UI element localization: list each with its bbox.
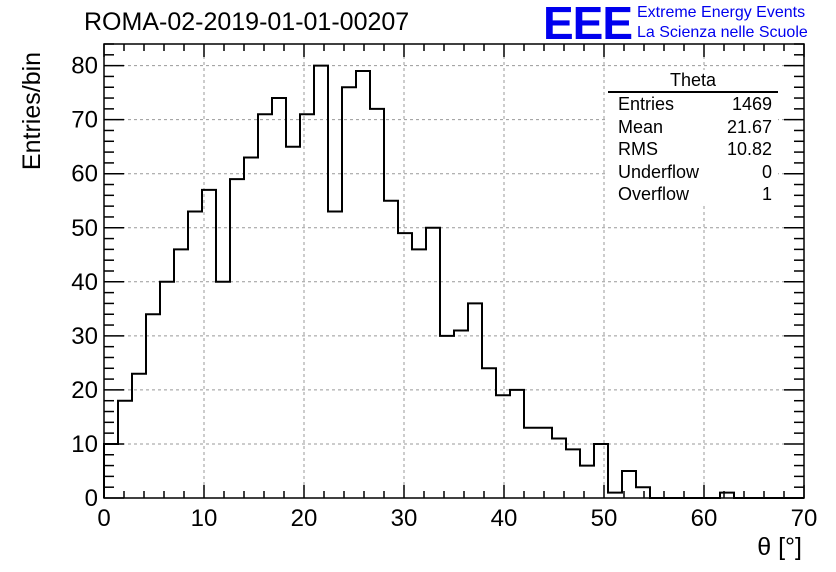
stats-row-underflow: Underflow 0 (608, 161, 778, 184)
histogram-bin (384, 201, 398, 498)
histogram-bin (272, 98, 286, 498)
x-tick-label: 70 (791, 505, 818, 532)
y-tick-label: 40 (71, 269, 98, 296)
histogram-bin (146, 314, 160, 498)
histogram-bin (244, 158, 258, 499)
histogram-bin (118, 401, 132, 498)
y-tick-label: 20 (71, 377, 98, 404)
histogram-bin (132, 374, 146, 498)
histogram-bin (328, 212, 342, 498)
histogram-bin (216, 282, 230, 498)
y-tick-label: 70 (71, 107, 98, 134)
histogram-bin (566, 449, 580, 498)
histogram-bin (286, 147, 300, 498)
histogram-bin (258, 114, 272, 498)
histogram-bin (524, 428, 538, 498)
histogram-bin (552, 439, 566, 498)
stats-row-entries: Entries 1469 (608, 93, 778, 116)
histogram-bin (496, 395, 510, 498)
y-tick-label: 60 (71, 161, 98, 188)
stats-value: 1469 (731, 94, 772, 114)
histogram-bin (580, 466, 594, 498)
histogram-bin (370, 109, 384, 498)
histogram-bin (510, 390, 524, 498)
stats-title: Theta (608, 70, 778, 93)
x-tick-label: 50 (591, 505, 618, 532)
histogram-bin (440, 336, 454, 498)
histogram-bin (412, 249, 426, 498)
x-tick-label: 20 (291, 505, 318, 532)
y-tick-label: 10 (71, 431, 98, 458)
stats-box: Theta Entries 1469 Mean 21.67 RMS 10.82 … (608, 70, 778, 206)
x-tick-label: 30 (391, 505, 418, 532)
chart-title: ROMA-02-2019-01-01-00207 (84, 8, 410, 36)
stats-label: RMS (618, 139, 658, 159)
stats-value: 21.67 (726, 116, 772, 137)
x-tick-label: 60 (691, 505, 718, 532)
x-tick-label: 10 (191, 505, 218, 532)
stats-row-rms: RMS 10.82 (608, 138, 778, 161)
histogram-bin (398, 233, 412, 498)
y-tick-label: 0 (85, 485, 98, 512)
histogram-bin (594, 444, 608, 498)
y-axis-label: Entries/bin (18, 51, 46, 171)
stats-label: Entries (618, 94, 675, 114)
histogram-outline (103, 64, 804, 499)
stats-value: 0 (761, 161, 772, 182)
histogram-bin (720, 493, 734, 498)
histogram-bin (188, 212, 202, 498)
eee-logo: EEE (543, 0, 633, 49)
stats-row-mean: Mean 21.67 (608, 116, 778, 139)
y-tick-label: 80 (71, 53, 98, 80)
y-tick-label: 50 (71, 215, 98, 242)
logo-line-2: La Scienza nelle Scuole (637, 24, 808, 41)
stats-label: Overflow (618, 184, 690, 204)
stats-row-overflow: Overflow 1 (608, 183, 778, 206)
histogram-bin (426, 228, 440, 498)
histogram-bin (468, 303, 482, 498)
histogram-bin (230, 179, 244, 498)
stats-label: Underflow (618, 161, 700, 182)
histogram-bin (104, 444, 118, 498)
histogram-bin (342, 87, 356, 498)
x-axis-label: θ [°] (757, 533, 802, 561)
histogram-bin (314, 66, 328, 498)
stats-label: Mean (618, 116, 664, 137)
histogram-bin (454, 330, 468, 498)
stats-value: 1 (761, 184, 772, 204)
logo-line-1: Extreme Energy Events (637, 4, 806, 21)
x-tick-label: 0 (97, 505, 110, 532)
histogram-bin (356, 71, 370, 498)
stats-value: 10.82 (726, 139, 772, 159)
histogram-bin (174, 249, 188, 498)
histogram-bin (300, 114, 314, 498)
histogram-bin (608, 493, 622, 498)
histogram-bin (538, 428, 552, 498)
histogram-bin (636, 487, 650, 498)
histogram-bin (160, 282, 174, 498)
y-tick-label: 30 (71, 323, 98, 350)
histogram-bin (482, 368, 496, 498)
x-tick-label: 40 (491, 505, 518, 532)
histogram-bin (202, 190, 216, 498)
